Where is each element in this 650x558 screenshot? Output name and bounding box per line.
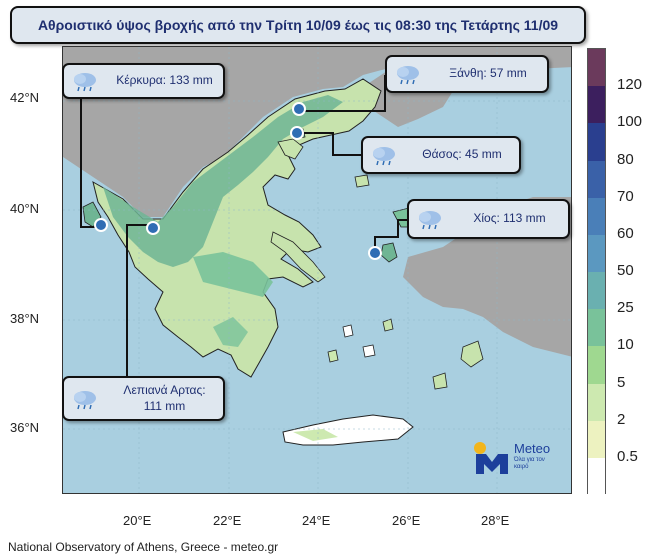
legend-color-segment bbox=[588, 197, 605, 236]
lat-label-38: 38°N bbox=[10, 311, 40, 326]
rain-cloud-icon bbox=[373, 147, 395, 166]
logo-tagline: Όλα για τον καιρό bbox=[514, 457, 545, 471]
legend-color-segment bbox=[588, 346, 605, 384]
rain-cloud-icon bbox=[397, 66, 419, 85]
legend-label: 80 bbox=[617, 150, 634, 168]
lon-label-28: 28°E bbox=[481, 513, 510, 528]
legend-label: 5 bbox=[617, 373, 626, 391]
map-title: Αθροιστικό ύψος βροχής από την Τρίτη 10/… bbox=[10, 6, 586, 44]
callout-kerkyra: Κέρκυρα: 133 mm bbox=[62, 63, 225, 99]
legend-label: 25 bbox=[617, 299, 634, 317]
legend-label: 50 bbox=[617, 262, 634, 279]
rain-cloud-icon bbox=[74, 390, 96, 409]
lon-label-24: 24°E bbox=[302, 513, 331, 528]
callout-lepiana: Λεπιανά Αρτας: 111 mm bbox=[62, 376, 225, 421]
lon-label-22: 22°E bbox=[213, 513, 242, 528]
callout-kerkyra-text: Κέρκυρα: 133 mm bbox=[116, 73, 213, 88]
legend-label: 2 bbox=[617, 410, 626, 428]
lat-label-36: 36°N bbox=[10, 420, 40, 435]
lon-label-26: 26°E bbox=[392, 513, 421, 528]
station-marker-xanthi bbox=[292, 102, 306, 116]
legend-color-segment bbox=[588, 86, 605, 124]
station-marker-chios bbox=[368, 246, 382, 260]
station-marker-kerkyra bbox=[94, 218, 108, 232]
logo-title: Meteo bbox=[514, 441, 551, 456]
rain-cloud-icon bbox=[419, 211, 441, 230]
callout-thasos: Θάσος: 45 mm bbox=[361, 136, 521, 174]
callout-chios: Χίος: 113 mm bbox=[407, 199, 570, 239]
legend-color-segment bbox=[588, 160, 605, 199]
callout-lepiana-line2: 111 mm bbox=[143, 398, 186, 413]
legend-color-segment bbox=[588, 123, 605, 161]
lat-label-40: 40°N bbox=[10, 201, 40, 216]
callout-chios-text: Χίος: 113 mm bbox=[473, 211, 546, 226]
legend-color-segment bbox=[588, 234, 605, 273]
legend-color-segment bbox=[588, 420, 605, 459]
lon-label-20: 20°E bbox=[123, 513, 152, 528]
legend-label: 120 bbox=[617, 76, 643, 94]
station-marker-thasos bbox=[290, 126, 304, 140]
meteo-logo-icon bbox=[474, 442, 508, 474]
callout-lepiana-text: Λεπιανά Αρτας: 111 mm bbox=[106, 383, 223, 414]
legend-label: 100 bbox=[617, 113, 643, 131]
legend-label: 70 bbox=[617, 187, 634, 205]
callout-thasos-text: Θάσος: 45 mm bbox=[422, 147, 502, 162]
legend-colorbar bbox=[587, 48, 606, 496]
station-marker-lepiana bbox=[146, 221, 160, 235]
callout-lepiana-line1: Λεπιανά Αρτας: bbox=[123, 382, 206, 397]
legend-color-segment bbox=[588, 272, 605, 310]
legend-color-segment bbox=[588, 457, 605, 496]
legend-label: 60 bbox=[617, 224, 634, 242]
lat-label-42: 42°N bbox=[10, 90, 40, 105]
legend-color-segment bbox=[588, 49, 605, 87]
footer-credit: National Observatory of Athens, Greece -… bbox=[8, 540, 279, 554]
meteo-logo: Meteo Όλα για τον καιρό bbox=[472, 438, 562, 478]
callout-xanthi: Ξάνθη: 57 mm bbox=[385, 55, 549, 93]
rain-cloud-icon bbox=[74, 73, 96, 92]
legend-label: 0.5 bbox=[617, 447, 638, 465]
legend-label: 10 bbox=[617, 336, 634, 354]
callout-xanthi-text: Ξάνθη: 57 mm bbox=[449, 66, 527, 81]
legend-color-segment bbox=[588, 383, 605, 422]
legend-color-segment bbox=[588, 309, 605, 347]
rainfall-map bbox=[62, 46, 572, 494]
